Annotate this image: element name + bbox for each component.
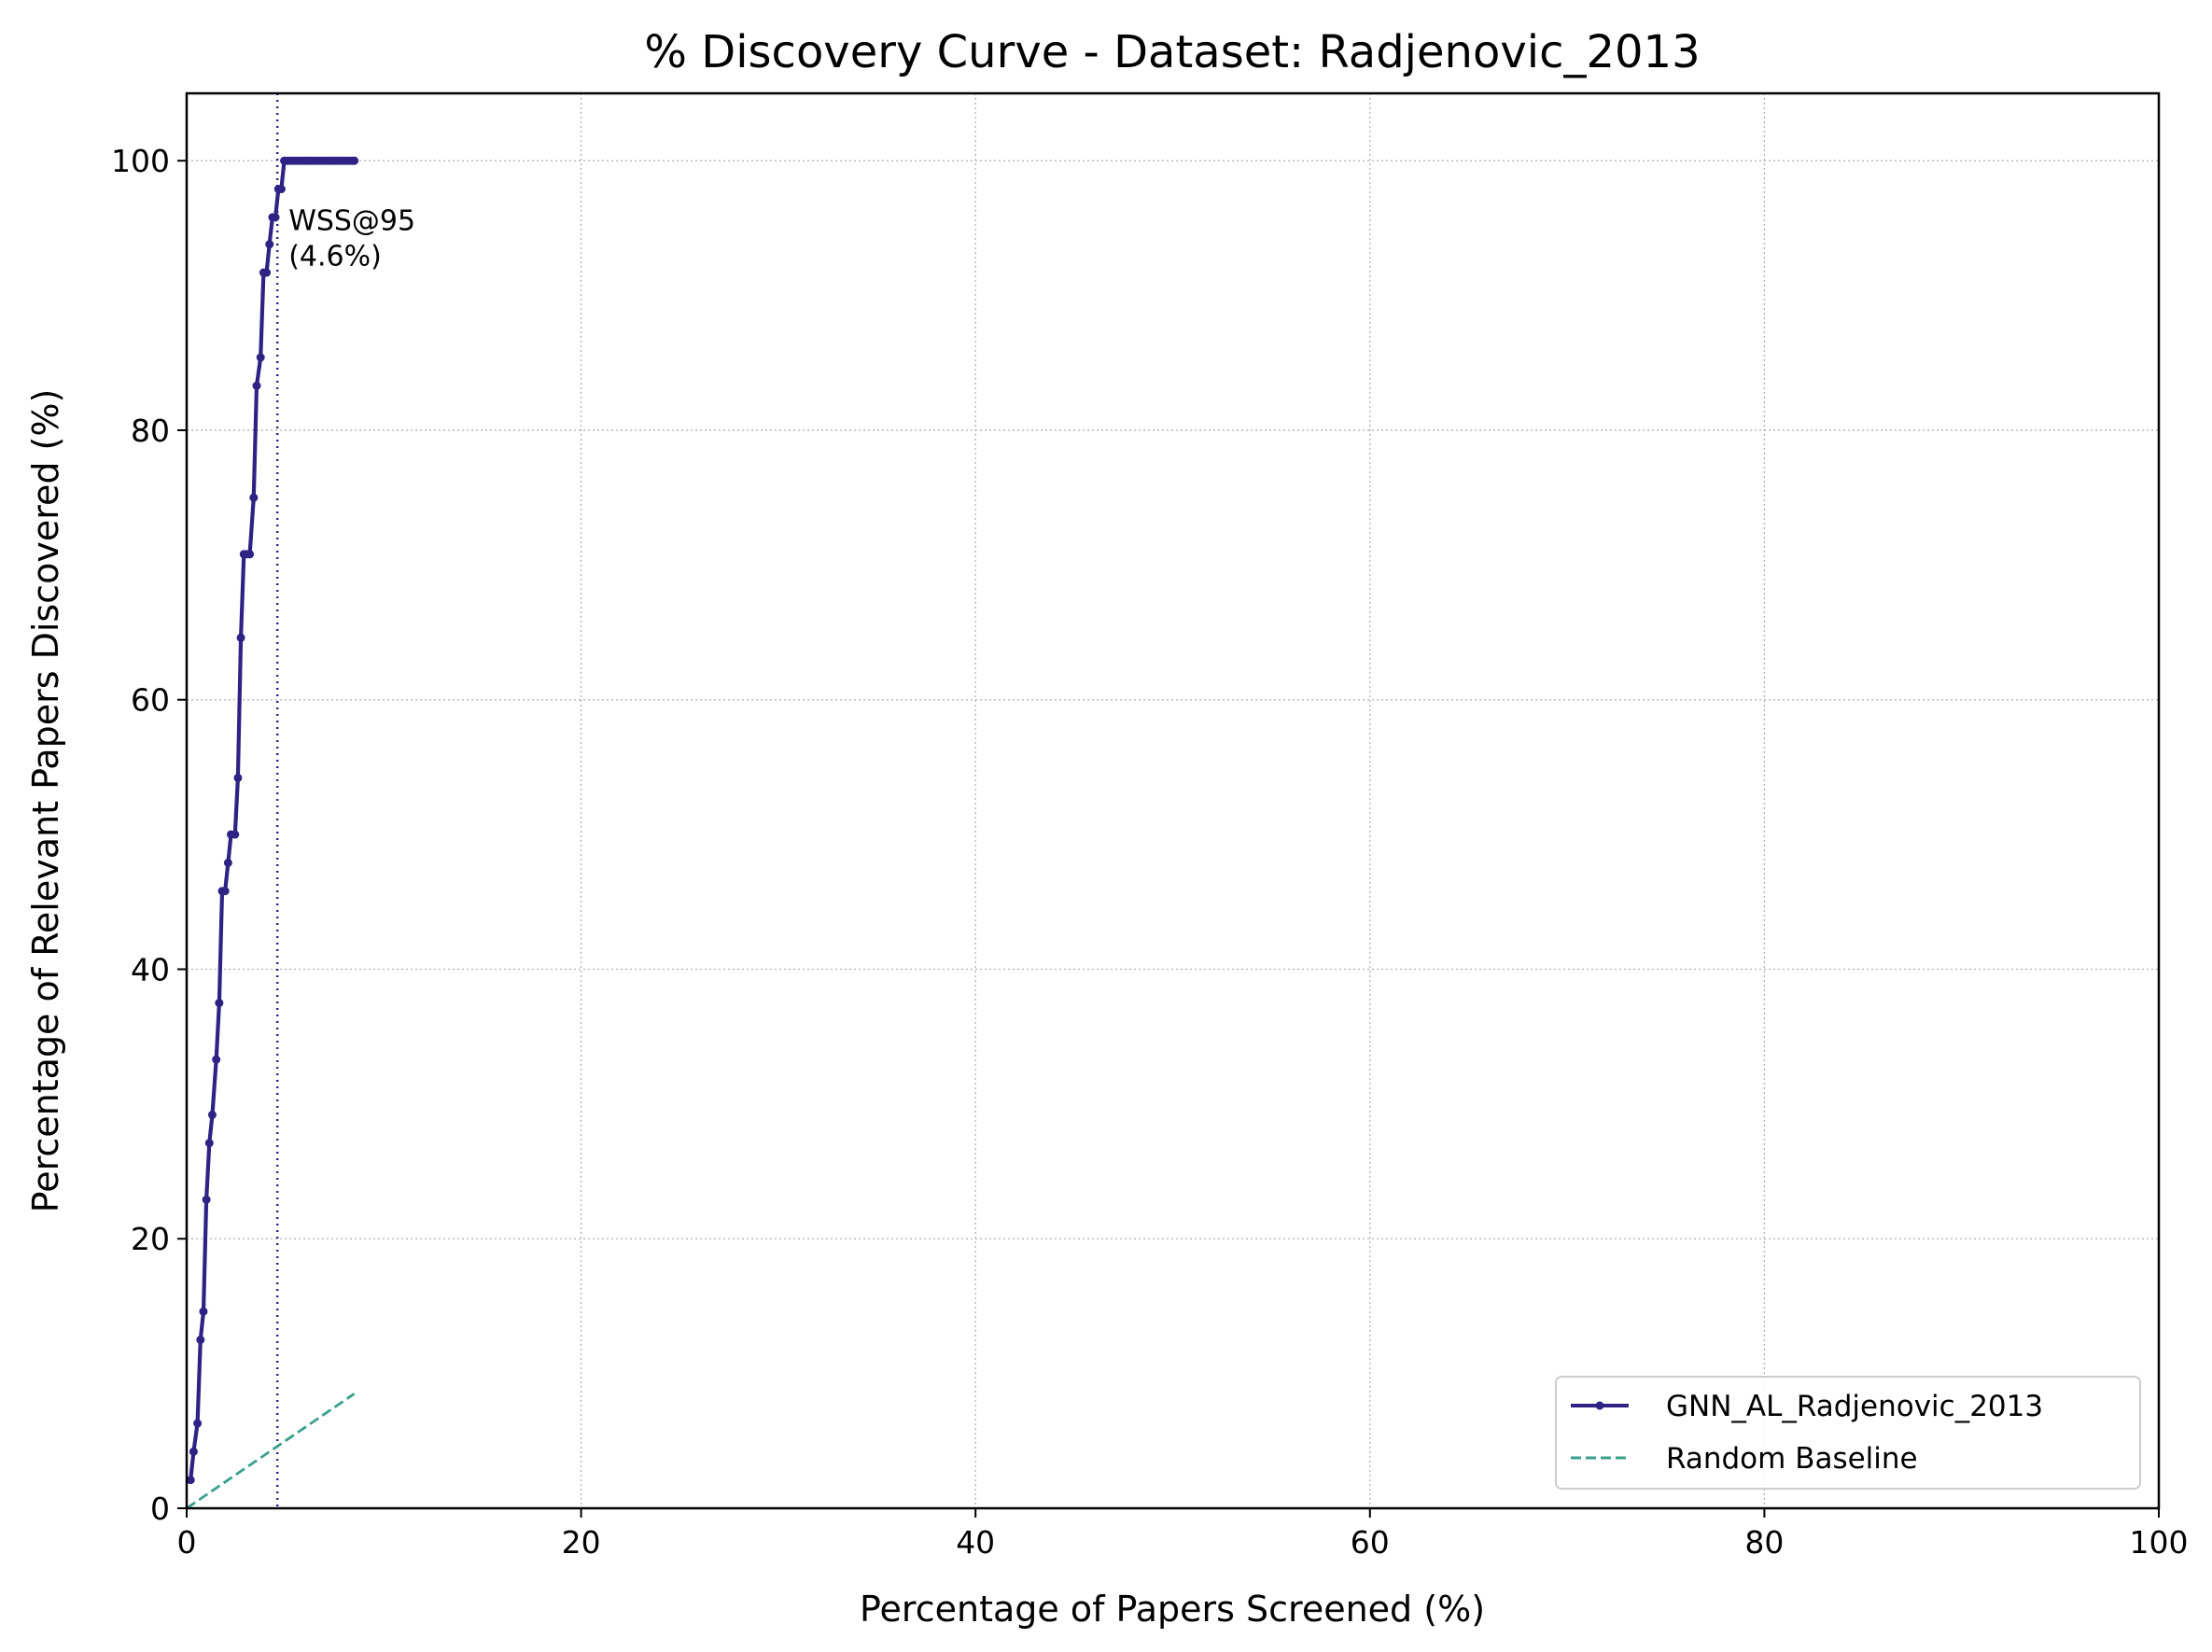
gnn-data-point	[245, 550, 255, 559]
gnn-data-point	[265, 240, 274, 249]
gnn-data-point	[231, 830, 240, 839]
gnn-data-point	[271, 213, 280, 222]
chart-title: % Discovery Curve - Dataset: Radjenovic_…	[644, 26, 1700, 78]
y-tick-label: 80	[131, 413, 170, 449]
y-tick-label: 100	[111, 143, 170, 179]
gnn-data-point	[233, 773, 243, 782]
axis-ticks: 0 20 40 60 80 100 0 20 40 60 80 100	[111, 143, 2189, 1561]
x-tick-label: 0	[177, 1524, 197, 1561]
gnn-data-point	[252, 381, 261, 390]
gnn-data-point	[223, 858, 232, 867]
gnn-data-point	[262, 268, 272, 277]
gnn-data-point	[212, 1055, 221, 1064]
gnn-data-point	[249, 493, 259, 502]
x-tick-label: 20	[562, 1524, 601, 1561]
gnn-data-point	[350, 156, 359, 165]
random-baseline-line	[186, 1393, 356, 1510]
gnn-data-point	[196, 1336, 205, 1345]
y-tick-label: 40	[131, 951, 170, 987]
gnn-data-point	[236, 633, 245, 642]
y-axis-label: Percentage of Relevant Papers Discovered…	[25, 389, 66, 1213]
legend: GNN_AL_Radjenovic_2013 Random Baseline	[1555, 1376, 2141, 1490]
gnn-data-point	[202, 1195, 211, 1204]
gnn-data-point	[193, 1419, 203, 1428]
series	[186, 156, 359, 1510]
x-tick-label: 100	[2130, 1524, 2189, 1561]
x-axis-label: Percentage of Papers Screened (%)	[860, 1589, 1485, 1630]
legend-label-gnn: GNN_AL_Radjenovic_2013	[1666, 1390, 2043, 1423]
gnn-data-point	[215, 999, 224, 1008]
annotations: WSS@95(4.6%)	[275, 93, 415, 1508]
legend-marker-gnn	[1595, 1401, 1604, 1410]
gnn-data-point	[204, 1139, 214, 1148]
gnn-data-point	[199, 1307, 208, 1316]
legend-box	[1555, 1376, 2141, 1490]
wss95-annotation-text: WSS@95	[288, 204, 415, 237]
x-tick-label: 80	[1744, 1524, 1784, 1561]
x-tick-label: 60	[1351, 1524, 1390, 1561]
gnn-data-point	[207, 1110, 217, 1119]
wss95-annotation-text: (4.6%)	[288, 240, 382, 273]
gnn-data-point	[186, 1476, 195, 1485]
legend-label-random: Random Baseline	[1666, 1442, 1918, 1476]
gnn-data-point	[220, 887, 230, 896]
y-tick-label: 20	[131, 1221, 170, 1257]
x-tick-label: 40	[956, 1524, 995, 1561]
plot-area-frame	[185, 91, 2161, 1510]
y-tick-label: 60	[131, 682, 170, 719]
gnn-data-point	[256, 353, 265, 362]
gnn-data-point	[276, 185, 286, 194]
y-tick-label: 0	[150, 1491, 170, 1527]
gnn-data-point	[189, 1447, 198, 1456]
